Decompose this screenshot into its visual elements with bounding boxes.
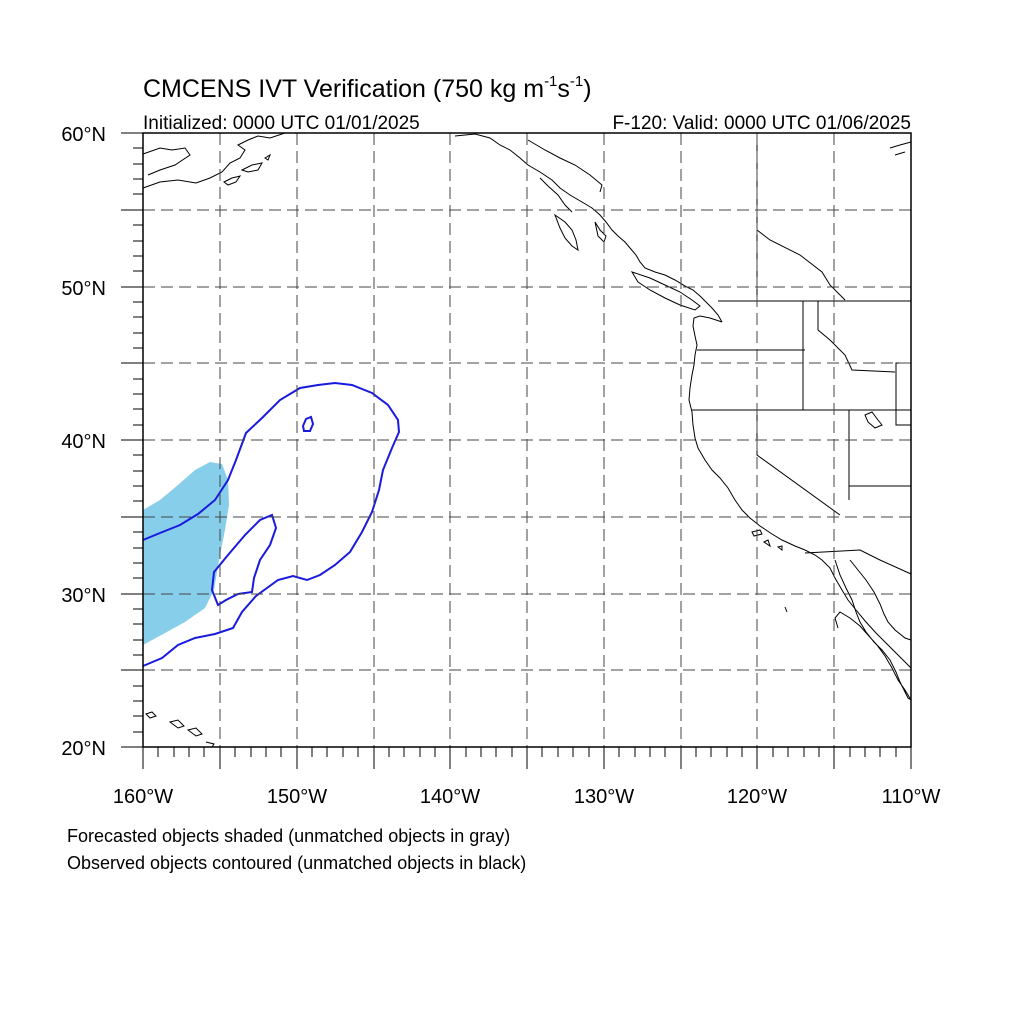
lat-label-20n: 20°N — [61, 738, 106, 760]
map-panel: 60°N 50°N 40°N 30°N 20°N 160°W 150°W 140… — [61, 124, 940, 808]
lon-label-110w: 110°W — [882, 786, 941, 808]
coastline-alaska-islands — [223, 153, 272, 186]
coastline-alaska-panhandle — [454, 133, 723, 323]
lon-label-150w: 150°W — [267, 786, 327, 808]
figure-title: CMCENS IVT Verification (750 kg m-1s-1) — [143, 73, 592, 103]
lat-label-40n: 40°N — [61, 431, 106, 453]
coastline-baja — [834, 559, 912, 701]
caption-observed: Observed objects contoured (unmatched ob… — [67, 853, 527, 873]
lon-label-140w: 140°W — [420, 786, 480, 808]
coastline-us-west — [688, 315, 912, 669]
lat-ticks — [121, 132, 143, 748]
coastline-alaska-west — [142, 132, 286, 189]
initialized-time: Initialized: 0000 UTC 01/01/2025 — [143, 113, 420, 134]
observed-object-contour-small — [301, 415, 315, 432]
coastline-channel-islands — [751, 529, 788, 613]
valid-time: F-120: Valid: 0000 UTC 01/06/2025 — [612, 113, 911, 134]
coastline-hawaii — [145, 711, 215, 748]
lon-label-160w: 160°W — [113, 786, 173, 808]
observed-object-contour-outer — [142, 381, 401, 667]
lat-label-30n: 30°N — [61, 585, 106, 607]
grid-lines — [143, 133, 911, 747]
observed-object-contour-inner — [210, 513, 278, 607]
caption-forecast: Forecasted objects shaded (unmatched obj… — [67, 826, 511, 846]
lon-label-120w: 120°W — [727, 786, 787, 808]
lat-label-60n: 60°N — [61, 124, 106, 146]
forecast-object-shaded — [143, 462, 229, 645]
coastline-vancouver-island — [630, 271, 701, 311]
lat-label-50n: 50°N — [61, 278, 106, 300]
lakes — [864, 141, 912, 429]
lon-ticks — [142, 747, 912, 769]
lon-label-130w: 130°W — [574, 786, 634, 808]
